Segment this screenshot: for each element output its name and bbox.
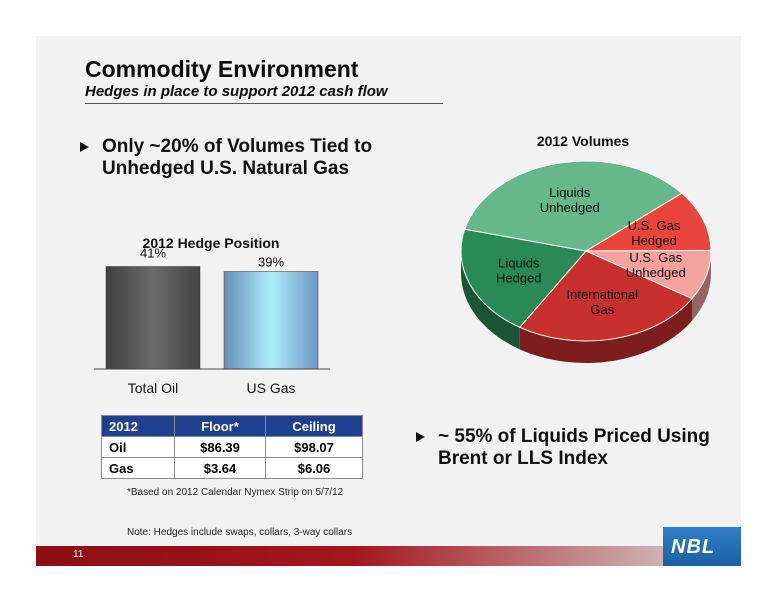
bullet-line: Only ~20% of Volumes Tied to	[102, 136, 373, 157]
hedge-note: Note: Hedges include swaps, collars, 3-w…	[127, 527, 353, 538]
page-number: 11	[73, 549, 84, 560]
pie-slice-side	[461, 251, 520, 350]
table-cell: $98.07	[265, 436, 363, 458]
bar	[223, 271, 319, 370]
table-cell: $6.06	[265, 457, 363, 479]
bullet-liquids: ~ 55% of Liquids Priced Using Brent or L…	[416, 426, 710, 470]
footer-bar	[36, 546, 741, 566]
pie-slice-label: U.S. Gas Unhedged	[626, 250, 686, 280]
table-cell: $86.39	[173, 436, 267, 458]
bullet-line: ~ 55% of Liquids Priced Using	[438, 426, 710, 447]
table-footnote: *Based on 2012 Calendar Nymex Strip on 5…	[127, 487, 344, 498]
bar-value-label: 39%	[258, 255, 284, 270]
table-row: Oil $86.39 $98.07	[101, 436, 363, 458]
pie-slice-label: Liquids Hedged	[496, 256, 542, 286]
bar-chart-title: 2012 Hedge Position	[143, 235, 280, 251]
table-header: 2012	[101, 415, 175, 437]
page-title: Commodity Environment	[85, 56, 359, 82]
bar-value-label: 41%	[140, 246, 166, 261]
bullet-arrow-icon	[416, 432, 425, 442]
page-subtitle: Hedges in place to support 2012 cash flo…	[85, 83, 388, 100]
pie-slice-label: International Gas	[567, 287, 639, 317]
table-header: Ceiling	[265, 415, 363, 437]
slide: Commodity Environment Hedges in place to…	[36, 36, 741, 566]
pie-slice	[464, 160, 683, 252]
logo-text: NBL	[671, 536, 716, 558]
pie-slice-label: U.S. Gas Hedged	[628, 218, 681, 248]
table-cell: Gas	[101, 457, 175, 479]
pie-slice	[460, 228, 587, 328]
title-divider	[85, 103, 443, 104]
hedge-table: 2012 Floor* Ceiling Oil $86.39 $98.07 Ga…	[101, 415, 363, 479]
bullet-line: Brent or LLS Index	[438, 448, 608, 469]
pie-slice-label: Liquids Unhedged	[540, 185, 600, 215]
bullet-arrow-icon	[80, 142, 89, 152]
nbl-logo: NBL	[663, 527, 741, 566]
table-header: Floor*	[173, 415, 267, 437]
pie-slice	[518, 250, 693, 342]
bar-category-label: US Gas	[246, 380, 295, 396]
pie-chart-title: 2012 Volumes	[537, 133, 630, 149]
pie-slice	[584, 192, 712, 252]
bar	[105, 266, 201, 370]
table-row: Gas $3.64 $6.06	[101, 457, 363, 479]
bullet-volumes: Only ~20% of Volumes Tied to Unhedged U.…	[80, 136, 373, 180]
bullet-line: Unhedged U.S. Natural Gas	[102, 158, 350, 179]
table-cell: $3.64	[173, 457, 267, 479]
bar-category-label: Total Oil	[128, 380, 179, 396]
table-header-row: 2012 Floor* Ceiling	[101, 415, 363, 437]
table-cell: Oil	[101, 436, 175, 458]
pie-slice-side	[519, 298, 693, 363]
